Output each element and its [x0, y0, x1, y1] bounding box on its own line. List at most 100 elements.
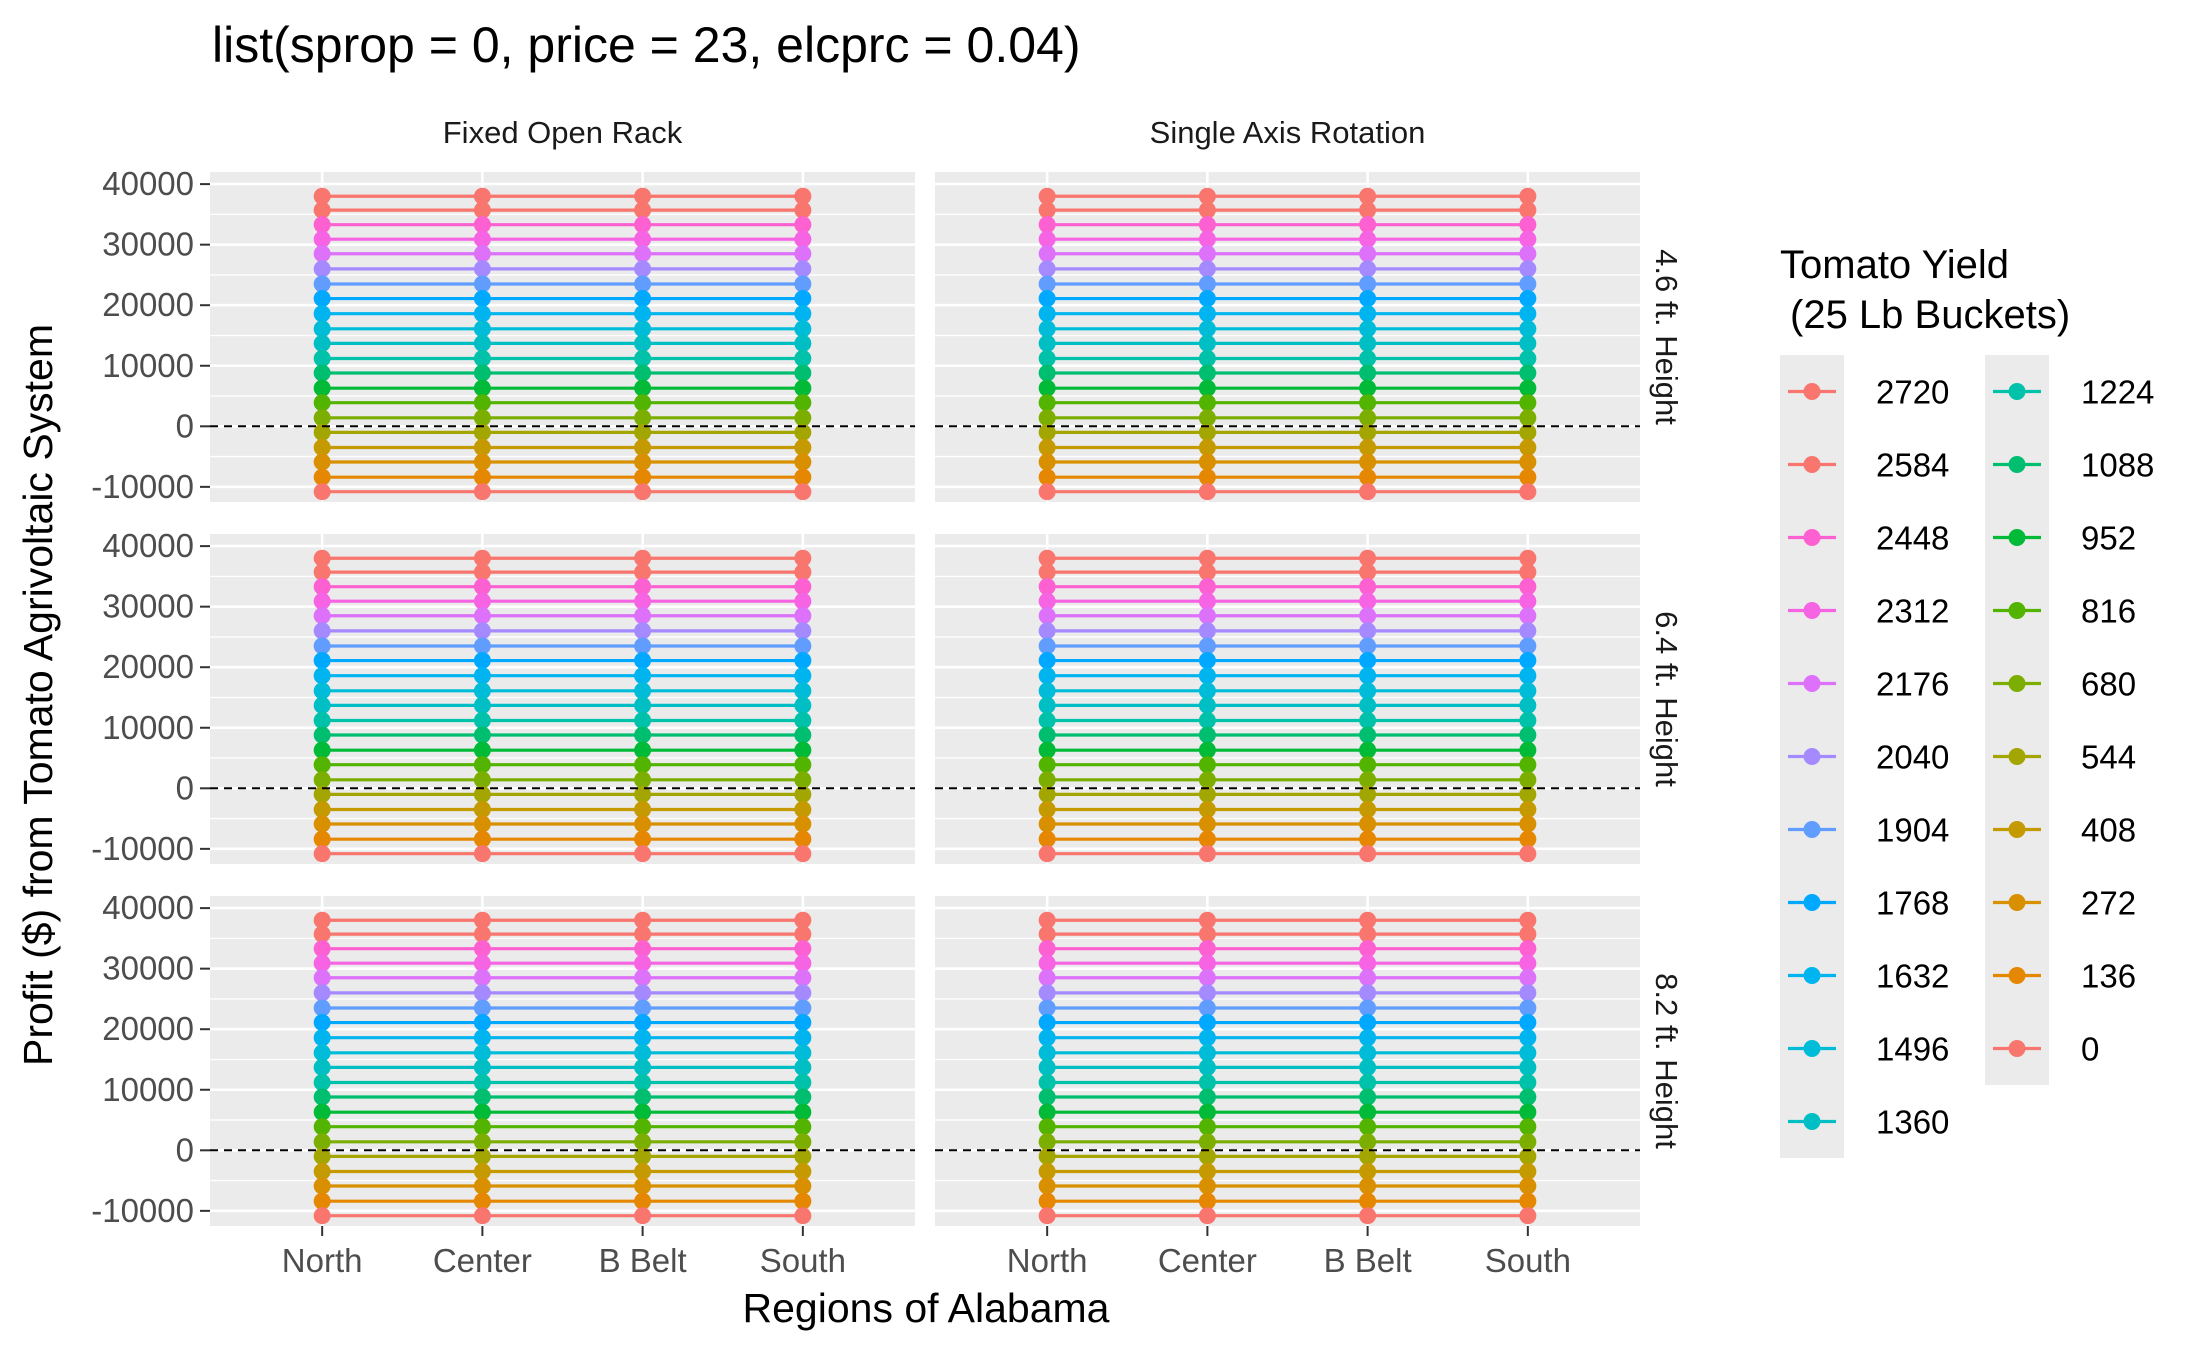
- point-2176-b-belt: [1359, 245, 1377, 263]
- point-2312-north: [313, 230, 331, 248]
- point-2448-north: [313, 578, 331, 596]
- point-1360-center: [1198, 696, 1216, 714]
- point-2448-south: [794, 940, 812, 958]
- point-136-center: [1198, 1192, 1216, 1210]
- legend-title-line2: (25 Lb Buckets): [1790, 293, 2070, 337]
- point-1768-south: [1519, 290, 1537, 308]
- point-1904-b-belt: [634, 637, 652, 655]
- point-1088-north: [313, 1088, 331, 1106]
- legend-label-136: 136: [2081, 958, 2136, 995]
- point-2584-center: [1198, 201, 1216, 219]
- point-1496-south: [1519, 682, 1537, 700]
- point-2176-b-belt: [634, 607, 652, 625]
- point-2040-b-belt: [1359, 260, 1377, 278]
- point-2448-south: [794, 216, 812, 234]
- point-136-north: [1038, 468, 1056, 486]
- point-680-center: [473, 409, 491, 427]
- legend-key-point-0: [2008, 1040, 2026, 1057]
- point-1496-north: [313, 682, 331, 700]
- point-816-b-belt: [1359, 756, 1377, 774]
- point-272-b-belt: [1359, 453, 1377, 471]
- point-2312-b-belt: [634, 954, 652, 972]
- point-816-south: [794, 394, 812, 412]
- point-2040-north: [1038, 622, 1056, 640]
- y-tick-label: 0: [176, 407, 194, 444]
- point-816-north: [1038, 394, 1056, 412]
- point-1088-center: [473, 726, 491, 744]
- point-272-north: [1038, 1177, 1056, 1195]
- point-1904-north: [313, 275, 331, 293]
- point-136-b-belt: [634, 1192, 652, 1210]
- point-544-south: [794, 1147, 812, 1165]
- legend-label-544: 544: [2081, 739, 2136, 776]
- point-2312-center: [1198, 230, 1216, 248]
- point-408-b-belt: [634, 439, 652, 457]
- point-1088-b-belt: [634, 726, 652, 744]
- point-0-south: [794, 1207, 812, 1225]
- point-2176-north: [1038, 607, 1056, 625]
- point-1904-center: [473, 275, 491, 293]
- point-272-b-belt: [634, 453, 652, 471]
- point-1088-north: [1038, 364, 1056, 382]
- point-680-b-belt: [634, 1133, 652, 1151]
- point-136-south: [1519, 468, 1537, 486]
- point-2584-south: [1519, 925, 1537, 943]
- point-1088-south: [1519, 1088, 1537, 1106]
- point-1904-north: [313, 637, 331, 655]
- point-2448-center: [1198, 578, 1216, 596]
- point-1360-north: [1038, 696, 1056, 714]
- point-272-center: [1198, 815, 1216, 833]
- point-952-center: [1198, 1103, 1216, 1121]
- point-2584-center: [473, 563, 491, 581]
- legend-key-point-408: [2008, 821, 2026, 838]
- point-1088-north: [1038, 726, 1056, 744]
- point-2584-b-belt: [634, 925, 652, 943]
- point-2176-north: [1038, 245, 1056, 263]
- point-0-b-belt: [1359, 845, 1377, 863]
- x-tick-label: B Belt: [599, 1242, 687, 1279]
- point-408-north: [1038, 1163, 1056, 1181]
- point-1632-center: [1198, 305, 1216, 323]
- point-1496-north: [1038, 320, 1056, 338]
- legend-label-2312: 2312: [1876, 593, 1949, 630]
- point-816-south: [794, 1118, 812, 1136]
- point-408-b-belt: [634, 1163, 652, 1181]
- point-0-south: [1519, 845, 1537, 863]
- point-136-b-belt: [1359, 830, 1377, 848]
- point-1088-south: [794, 1088, 812, 1106]
- point-1224-b-belt: [634, 349, 652, 367]
- point-1496-b-belt: [634, 682, 652, 700]
- point-1904-b-belt: [634, 999, 652, 1017]
- point-680-north: [1038, 771, 1056, 789]
- point-1632-center: [1198, 667, 1216, 685]
- point-2312-b-belt: [1359, 230, 1377, 248]
- y-tick-label: 20000: [102, 1010, 194, 1047]
- point-2584-south: [1519, 201, 1537, 219]
- point-1904-b-belt: [1359, 999, 1377, 1017]
- point-136-b-belt: [1359, 1192, 1377, 1210]
- point-2720-center: [1198, 911, 1216, 929]
- point-1224-b-belt: [1359, 711, 1377, 729]
- point-1088-b-belt: [1359, 726, 1377, 744]
- point-952-north: [313, 741, 331, 759]
- point-1904-center: [473, 999, 491, 1017]
- point-1632-north: [1038, 1029, 1056, 1047]
- point-952-south: [1519, 741, 1537, 759]
- point-1360-center: [1198, 1058, 1216, 1076]
- point-2312-center: [473, 230, 491, 248]
- point-136-north: [313, 468, 331, 486]
- point-1904-center: [1198, 637, 1216, 655]
- point-1768-b-belt: [634, 1014, 652, 1032]
- point-136-north: [1038, 1192, 1056, 1210]
- point-2176-b-belt: [634, 969, 652, 987]
- point-680-b-belt: [634, 771, 652, 789]
- point-1632-b-belt: [1359, 305, 1377, 323]
- point-136-center: [1198, 830, 1216, 848]
- point-2720-b-belt: [634, 911, 652, 929]
- point-952-south: [794, 379, 812, 397]
- point-1088-south: [794, 726, 812, 744]
- point-272-center: [1198, 453, 1216, 471]
- panel-r0-c0: [210, 172, 915, 502]
- point-2040-north: [1038, 260, 1056, 278]
- point-0-north: [313, 845, 331, 863]
